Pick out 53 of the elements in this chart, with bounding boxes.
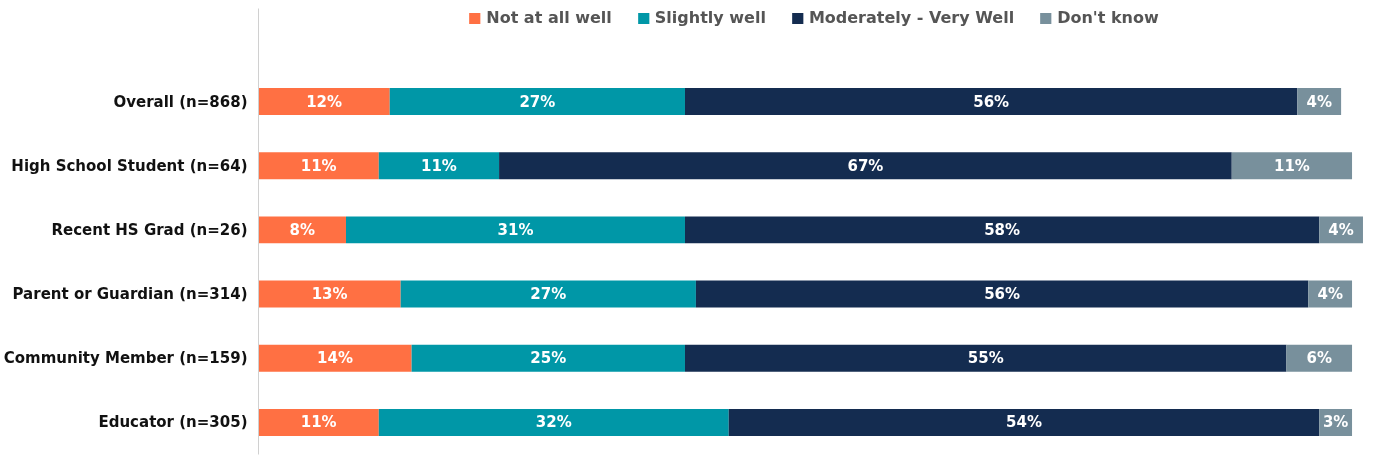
- bar: [411, 344, 685, 372]
- data-label: 54%: [1006, 413, 1042, 432]
- data-label: 56%: [984, 285, 1021, 304]
- bar: [258, 280, 401, 308]
- data-label: 4%: [1317, 285, 1343, 304]
- y-tick-label: Educator (n=305): [98, 413, 248, 432]
- data-label: 31%: [497, 220, 534, 239]
- bar: [258, 408, 379, 436]
- legend-label: Don't know: [1057, 8, 1159, 27]
- data-label: 11%: [300, 413, 337, 432]
- data-label: 32%: [535, 413, 572, 432]
- data-label: 11%: [1273, 156, 1310, 175]
- bar: [684, 88, 1298, 116]
- bar: [1231, 152, 1353, 180]
- data-label: 6%: [1306, 349, 1332, 368]
- data-label: 11%: [300, 156, 337, 175]
- data-label: 3%: [1322, 413, 1349, 432]
- data-label: 8%: [289, 220, 315, 239]
- bar: [258, 88, 390, 116]
- data-label: 11%: [420, 156, 457, 175]
- bar: [378, 408, 729, 436]
- y-tick-label: Recent HS Grad (n=26): [51, 220, 248, 239]
- y-tick-label: Parent or Guardian (n=314): [12, 285, 248, 304]
- data-label: 4%: [1328, 220, 1354, 239]
- legend-label: Not at all well: [486, 8, 612, 27]
- legend-label: Slightly well: [654, 8, 766, 27]
- data-label: 56%: [973, 92, 1010, 111]
- bar: [728, 408, 1320, 436]
- bar: [345, 216, 685, 244]
- data-label: 58%: [984, 220, 1021, 239]
- data-label: 14%: [317, 349, 353, 368]
- bar: [258, 216, 346, 244]
- bar: [389, 88, 685, 116]
- data-label: 27%: [530, 285, 567, 304]
- bar: [499, 152, 1232, 180]
- data-label: 4%: [1306, 92, 1332, 111]
- y-tick-label: High School Student (n=64): [11, 156, 248, 175]
- data-label: 67%: [847, 156, 884, 175]
- bar: [378, 152, 500, 180]
- data-label: 13%: [311, 285, 348, 304]
- bar: [695, 280, 1309, 308]
- data-label: 27%: [519, 92, 556, 111]
- data-label: 55%: [967, 349, 1004, 368]
- y-tick-label: Overall (n=868): [113, 92, 248, 111]
- y-tick-label: Community Member (n=159): [3, 349, 248, 368]
- bar: [258, 152, 379, 180]
- bar: [684, 216, 1320, 244]
- bar: [400, 280, 696, 308]
- data-label: 12%: [306, 92, 343, 111]
- bar: [684, 344, 1287, 372]
- legend-label: Moderately - Very Well: [808, 8, 1015, 27]
- bar: [258, 344, 412, 372]
- data-label: 25%: [530, 349, 567, 368]
